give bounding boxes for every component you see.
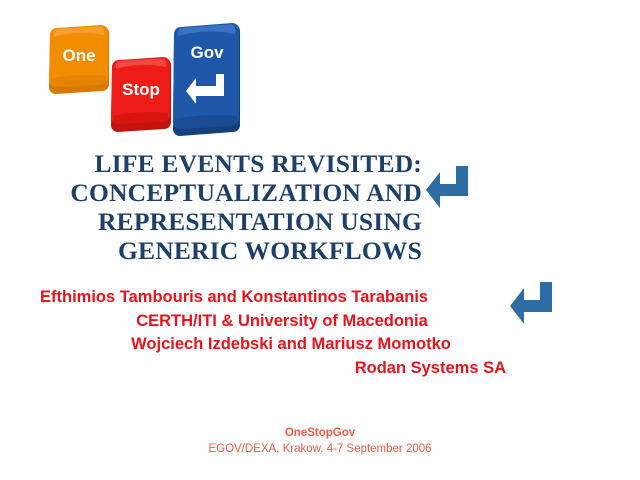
logo-key-stop-label: Stop (122, 80, 160, 99)
logo-key-gov-label: Gov (190, 43, 224, 62)
title-line-1: Life Events Revisited: (94, 149, 422, 178)
slide-footer: OneStopGov EGOV/DEXA, Krakow, 4-7 Septem… (0, 425, 640, 457)
title-line-3: Representation using (98, 207, 422, 236)
authors-block: Efthimios Tambouris and Konstantinos Tar… (40, 286, 506, 380)
author-line-3: Wojciech Izdebski and Mariusz Momotko (131, 335, 451, 353)
title-line-4: Generic Workflows (117, 236, 422, 265)
onestopgov-logo: One Stop Gov (44, 22, 254, 140)
author-line-2: CERTH/ITI & University of Macedonia (136, 311, 428, 330)
title-line-2: Conceptualization and (70, 178, 422, 207)
page-title: Life Events Revisited: Conceptualization… (60, 149, 422, 265)
enter-return-arrow-icon (508, 280, 564, 330)
author-line-4: Rodan Systems SA (354, 358, 506, 377)
footer-conference-info: EGOV/DEXA, Krakow, 4-7 September 2006 (208, 443, 432, 455)
enter-return-arrow-icon (424, 164, 480, 214)
enter-return-arrow-icon (186, 74, 224, 104)
logo-key-one-label: One (62, 46, 95, 65)
author-line-1: Efthimios Tambouris and Konstantinos Tar… (40, 288, 429, 306)
footer-project-name: OneStopGov (284, 427, 356, 439)
logo-key-stop: Stop (111, 57, 171, 132)
logo-key-one: One (49, 25, 109, 94)
logo-key-gov: Gov (173, 23, 240, 136)
